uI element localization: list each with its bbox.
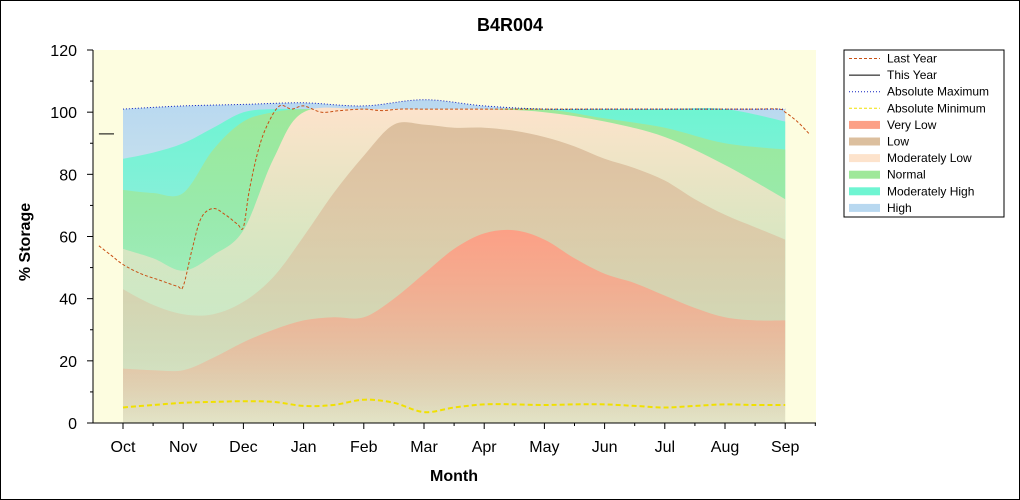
plot-area: 0 20 40 60 80 100 120 Oct Nov Dec Jan Feb Mar Apr May J… [50,43,816,456]
legend-label: This Year [887,68,937,82]
legend-swatch [849,203,880,212]
legend: Last Year This Year Absolute Maximum Absolu… [843,49,1005,218]
x-tick-label: Jul [655,439,675,456]
y-tick-label: 40 [59,292,77,309]
legend-swatch [849,120,880,129]
legend-item-low: Low [849,135,909,149]
y-tick-label: 0 [68,416,77,433]
x-tick-label: Feb [350,439,378,456]
y-tick-label: 120 [50,43,77,60]
x-tick-label: Apr [472,439,498,456]
chart-title: B4R004 [477,15,543,35]
y-tick-label: 80 [59,167,77,184]
legend-label: Normal [887,168,926,182]
legend-item-absolute-maximum: Absolute Maximum [849,85,989,99]
legend-label: Absolute Minimum [887,101,986,115]
legend-item-moderately-low: Moderately Low [849,151,972,165]
legend-item-moderately-high: Moderately High [849,184,974,198]
x-tick-label: May [529,439,559,456]
legend-label: High [887,201,912,215]
legend-item-this-year: This Year [849,68,937,82]
legend-item-last-year: Last Year [849,52,937,66]
legend-box [843,49,1005,218]
y-tick-label: 60 [59,230,77,247]
y-tick-label: 20 [59,354,77,371]
series-last-year [98,104,810,290]
legend-label: Last Year [887,52,937,66]
legend-swatch [849,170,880,179]
legend-item-normal: Normal [849,168,926,182]
legend-swatch [849,187,880,196]
x-tick-label: Aug [711,439,739,456]
x-tick-label: Mar [410,439,438,456]
x-tick-label: Jan [291,439,317,456]
x-axis-title: Month [430,468,478,485]
series-absolute-minimum [122,398,786,414]
legend-item-high: High [849,201,912,215]
legend-label: Absolute Maximum [887,85,989,99]
x-tick-label: Nov [169,439,197,456]
legend-item-absolute-minimum: Absolute Minimum [849,101,986,115]
x-tick-label: Jun [592,439,618,456]
x-tick-label: Sep [771,439,800,456]
legend-item-very-low: Very Low [849,118,937,132]
x-tick-label: Oct [111,439,136,456]
y-tick-label: 100 [50,105,77,122]
legend-label: Moderately High [887,184,974,198]
legend-label: Very Low [887,118,937,132]
x-tick-label: Dec [229,439,257,456]
legend-swatch [849,137,880,146]
legend-swatch [849,154,880,163]
y-axis-title: % Storage [17,203,34,281]
legend-label: Low [887,135,909,149]
band-very-low [123,229,786,423]
legend-label: Moderately Low [887,151,972,165]
